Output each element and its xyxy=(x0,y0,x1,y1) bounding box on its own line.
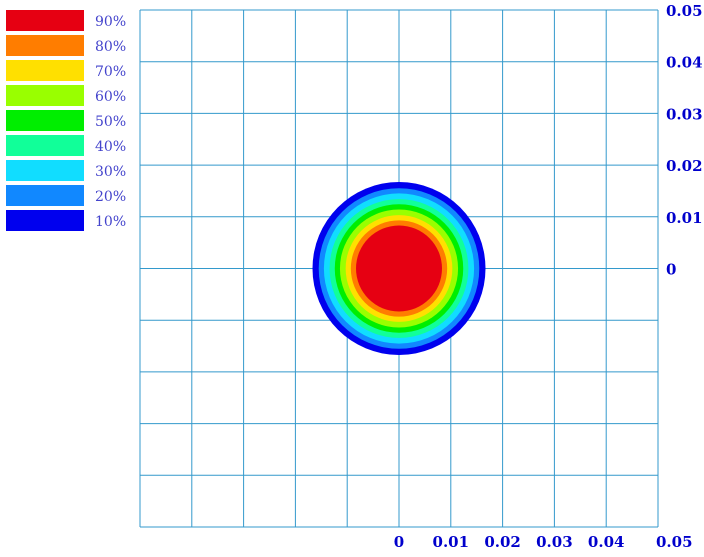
legend-label: 60% xyxy=(95,89,126,105)
y-tick-label: 0.02 xyxy=(666,157,703,175)
contour-ring-90pct xyxy=(356,225,442,312)
y-tick-label: 0.04 xyxy=(666,54,703,72)
contour-rings xyxy=(312,181,486,356)
legend-label: 90% xyxy=(95,14,126,30)
legend-label: 80% xyxy=(95,39,126,55)
legend-swatch xyxy=(6,10,84,31)
legend-swatch xyxy=(6,85,84,106)
y-tick-label: 0.01 xyxy=(666,209,703,227)
legend-swatch xyxy=(6,135,84,156)
legend-label: 20% xyxy=(95,189,126,205)
legend-swatch xyxy=(6,160,84,181)
legend-label: 10% xyxy=(95,214,126,230)
legend: 90% 80% 70% 60% 50% 40% 30% 20% 10% xyxy=(6,10,126,231)
y-tick-label: 0 xyxy=(666,261,676,279)
legend-swatch xyxy=(6,35,84,56)
legend-swatch xyxy=(6,185,84,206)
y-axis-ticks: 0 0.01 0.02 0.03 0.04 0.05 xyxy=(666,2,703,279)
x-tick-label: 0.03 xyxy=(536,533,573,551)
x-axis-ticks: 0 0.01 0.02 0.03 0.04 0.05 xyxy=(394,533,693,551)
legend-label: 70% xyxy=(95,64,126,80)
y-tick-label: 0.05 xyxy=(666,2,703,20)
legend-swatch xyxy=(6,60,84,81)
legend-label: 50% xyxy=(95,114,126,130)
x-tick-label: 0.01 xyxy=(433,533,470,551)
legend-swatch xyxy=(6,210,84,231)
x-tick-label: 0.04 xyxy=(588,533,625,551)
y-tick-label: 0.03 xyxy=(666,105,703,123)
x-tick-label: 0.02 xyxy=(484,533,521,551)
legend-label: 40% xyxy=(95,139,126,155)
legend-label: 30% xyxy=(95,164,126,180)
legend-swatch xyxy=(6,110,84,131)
x-tick-label: 0 xyxy=(394,533,404,551)
x-tick-label: 0.05 xyxy=(656,533,693,551)
